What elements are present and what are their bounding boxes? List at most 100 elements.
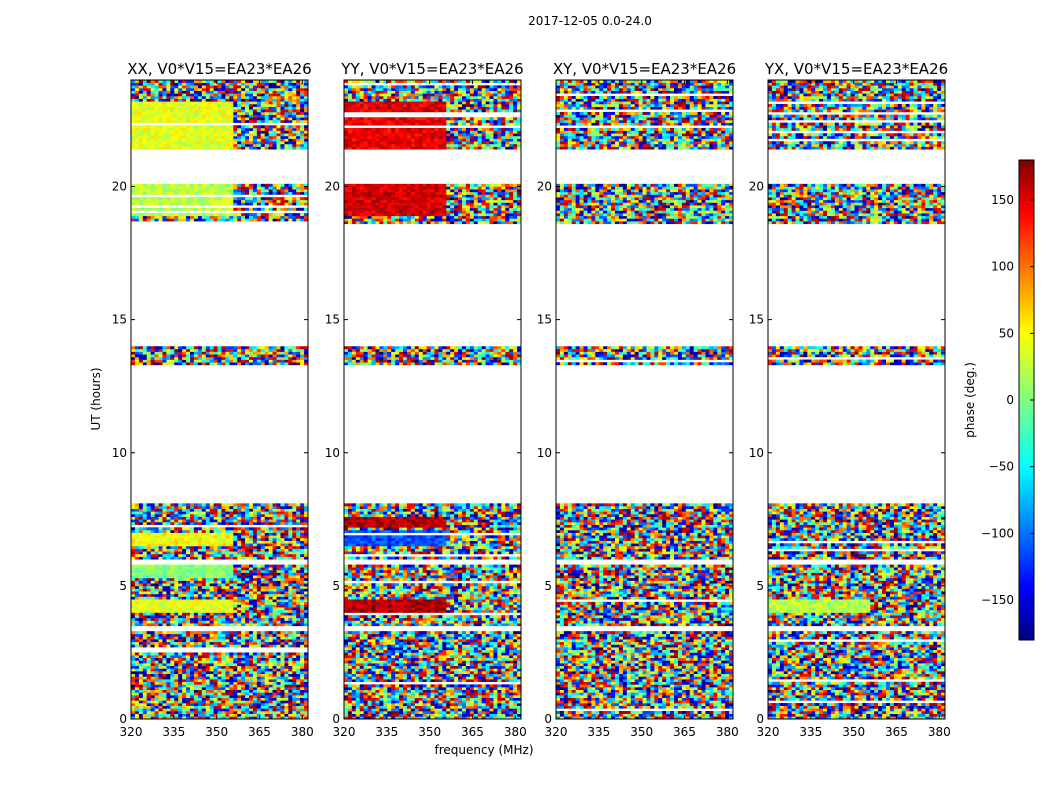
heatmap-cell xyxy=(272,572,277,576)
heatmap-cell xyxy=(146,146,152,150)
heatmap-cell xyxy=(205,119,211,123)
heatmap-cell xyxy=(150,130,155,134)
heatmap-cell xyxy=(197,545,203,549)
heatmap-cell xyxy=(304,215,309,219)
heatmap-cell xyxy=(166,551,171,555)
heatmap-cell xyxy=(197,117,203,121)
heatmap-cell xyxy=(166,697,171,701)
heatmap-cell xyxy=(249,623,254,627)
heatmap-cell xyxy=(209,641,214,645)
heatmap-cell xyxy=(201,506,207,509)
heatmap-cell xyxy=(296,125,301,129)
heatmap-cell xyxy=(201,117,207,121)
heatmap-cell xyxy=(209,135,214,139)
heatmap-cell xyxy=(209,711,214,714)
heatmap-cell xyxy=(162,716,167,720)
heatmap-cell xyxy=(138,503,144,507)
heatmap-cell xyxy=(182,114,187,118)
heatmap-cell xyxy=(190,109,195,113)
heatmap-cell xyxy=(213,143,218,147)
heatmap-cell xyxy=(146,215,152,219)
heatmap-cell xyxy=(197,125,203,129)
heatmap-cell xyxy=(158,207,163,211)
heatmap-cell xyxy=(221,567,226,571)
heatmap-cell xyxy=(138,596,144,600)
heatmap-cell xyxy=(260,585,266,589)
heatmap-cell xyxy=(170,527,175,531)
heatmap-cell xyxy=(264,684,270,688)
heatmap-cell xyxy=(131,553,136,557)
heatmap-cell xyxy=(213,117,218,121)
heatmap-cell xyxy=(217,556,222,560)
heatmap-cell xyxy=(276,191,281,195)
heatmap-cell xyxy=(209,700,214,704)
heatmap-cell xyxy=(182,609,187,613)
heatmap-cell xyxy=(138,545,144,549)
heatmap-cell xyxy=(249,652,254,656)
heatmap-cell xyxy=(245,708,250,712)
heatmap-cell xyxy=(276,553,281,557)
heatmap-cell xyxy=(272,511,277,515)
heatmap-cell xyxy=(186,689,191,693)
heatmap-cell xyxy=(213,593,218,597)
heatmap-cell xyxy=(201,577,207,581)
heatmap-cell xyxy=(178,133,183,137)
heatmap-cell xyxy=(300,585,305,589)
heatmap-cell xyxy=(300,575,305,579)
heatmap-cell xyxy=(138,644,144,648)
heatmap-cell xyxy=(284,695,289,698)
heatmap-cell xyxy=(225,687,230,691)
heatmap-cell xyxy=(241,218,246,222)
heatmap-cell xyxy=(170,631,175,635)
heatmap-cell xyxy=(178,583,183,587)
heatmap-cell xyxy=(233,346,238,350)
heatmap-cell xyxy=(213,532,218,536)
heatmap-cell xyxy=(193,351,199,355)
heatmap-cell xyxy=(131,577,136,581)
heatmap-cell xyxy=(260,708,266,712)
heatmap-cell xyxy=(229,133,234,137)
heatmap-cell xyxy=(209,346,214,350)
heatmap-cell xyxy=(170,119,175,123)
heatmap-cell xyxy=(252,207,258,211)
heatmap-cell xyxy=(182,527,187,531)
heatmap-cell xyxy=(245,673,250,677)
heatmap-cell xyxy=(217,673,222,677)
heatmap-cell xyxy=(146,668,152,672)
heatmap-cell xyxy=(134,676,140,680)
heatmap-cell xyxy=(154,644,159,648)
heatmap-cell xyxy=(190,551,195,555)
heatmap-cell xyxy=(256,146,262,150)
heatmap-cell xyxy=(249,593,254,597)
heatmap-cell xyxy=(276,519,281,523)
heatmap-cell xyxy=(260,609,266,613)
heatmap-cell xyxy=(178,644,183,648)
heatmap-cell xyxy=(280,596,285,600)
heatmap-cell xyxy=(217,532,222,536)
heatmap-cell xyxy=(154,511,159,515)
heatmap-cell xyxy=(209,692,214,696)
heatmap-cell xyxy=(241,609,246,613)
heatmap-cell xyxy=(190,681,195,685)
heatmap-cell xyxy=(158,612,163,616)
heatmap-cell xyxy=(193,95,199,99)
heatmap-cell xyxy=(272,615,277,619)
heatmap-cell xyxy=(233,532,238,536)
heatmap-cell xyxy=(142,207,148,211)
heatmap-cell xyxy=(304,615,309,619)
heatmap-cell xyxy=(260,665,266,669)
heatmap-cell xyxy=(245,703,250,706)
heatmap-cell xyxy=(221,655,226,659)
heatmap-cell xyxy=(225,359,230,363)
heatmap-cell xyxy=(217,186,222,190)
heatmap-cell xyxy=(284,527,289,531)
heatmap-cell xyxy=(154,609,159,613)
heatmap-cell xyxy=(225,183,230,187)
heatmap-cell xyxy=(233,639,238,643)
heatmap-cell xyxy=(233,636,238,640)
heatmap-cell xyxy=(213,684,218,688)
heatmap-cell xyxy=(182,607,187,611)
heatmap-cell xyxy=(197,551,203,555)
heatmap-cell xyxy=(150,356,155,360)
heatmap-cell xyxy=(300,593,305,597)
